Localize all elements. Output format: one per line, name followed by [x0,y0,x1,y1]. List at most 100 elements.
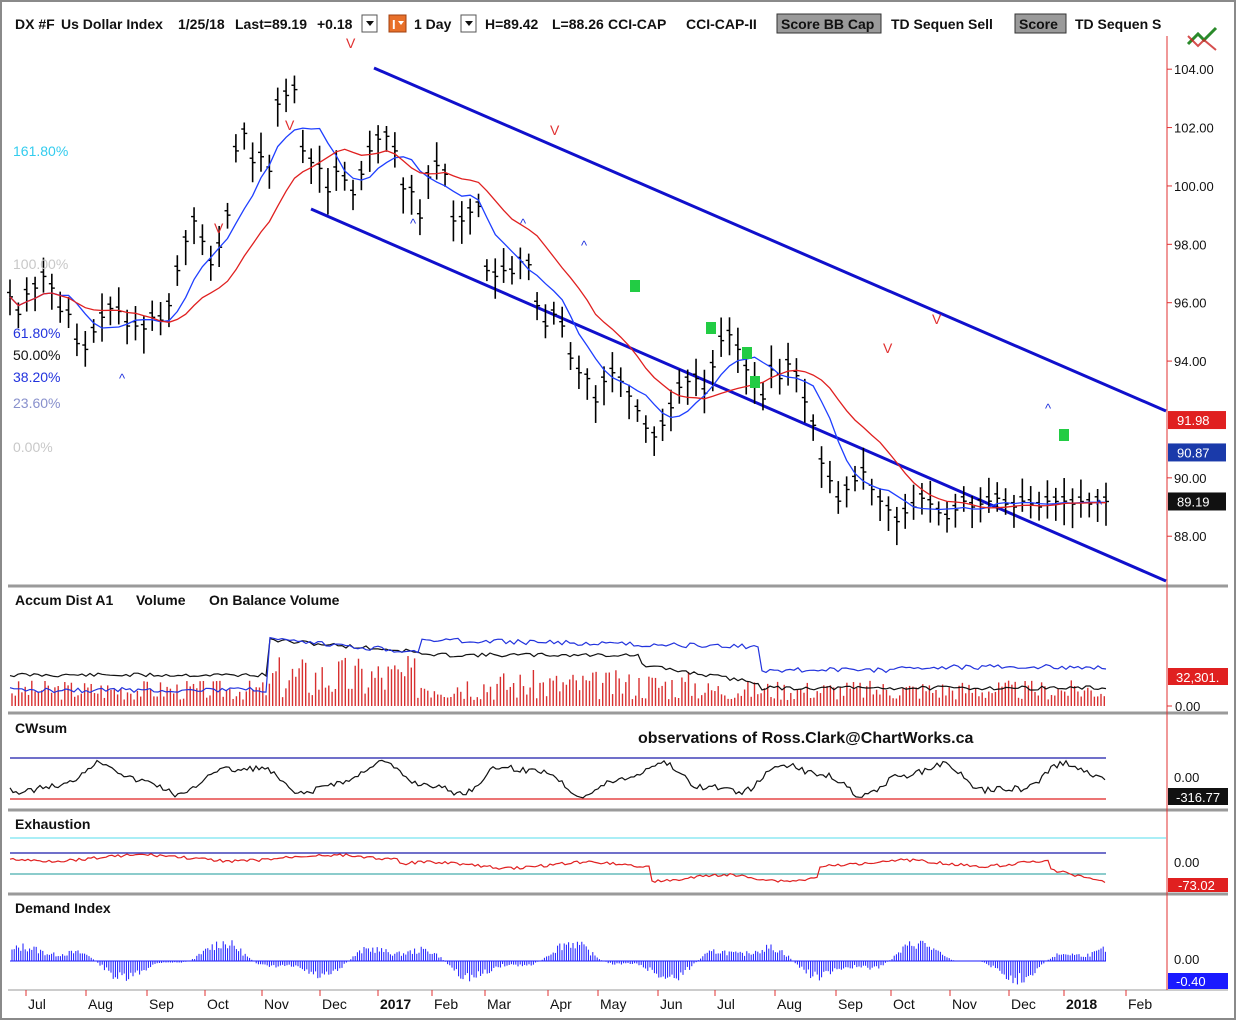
price-tick-label: 96.00 [1174,296,1207,311]
price-bar [283,78,290,113]
price-bar [693,358,700,397]
exhaustion-pane[interactable]: Exhaustion 0.00 -73.02 [9,816,1228,893]
cwsum-zero-label: 0.00 [1174,770,1199,785]
ma-long-line [9,148,1106,509]
price-bar [642,415,649,443]
price-bar [918,483,925,515]
price-bar [450,200,457,242]
channel-upper-line [373,66,1167,413]
price-bar [467,198,474,235]
time-tick-label: Aug [88,996,113,1012]
accum-dist-title: Accum Dist A1 [15,592,114,608]
cwsum-pane[interactable]: CWsum observations of Ross.Clark@ChartWo… [9,720,1228,805]
interval-label[interactable]: 1 Day [414,16,452,32]
cwsum-value-label: -316.77 [1176,790,1220,805]
price-bar [592,385,599,423]
price-bar [626,384,633,420]
fib-label: 61.80% [13,325,60,341]
price-bar [1061,478,1068,526]
price-bar [199,224,206,256]
price-bar [684,369,691,405]
price-bar [651,426,658,456]
price-bar [149,300,156,331]
price-bar [140,316,147,354]
chevron-down-icon[interactable] [361,14,378,33]
chevron-down-icon[interactable] [460,14,477,33]
score-bb-cap-badge[interactable] [776,13,882,34]
price-bar [852,465,859,492]
price-bar [818,446,825,488]
time-tick-label: Dec [322,996,347,1012]
pivot-low-marker: ^ [1045,401,1052,416]
watermark-text: observations of Ross.Clark@ChartWorks.ca [638,730,974,747]
chart-settings-icon[interactable] [1186,26,1218,51]
price-bar [785,342,792,386]
price-pane[interactable]: V V V V V V ^ ^ ^ ^ ^ ^ [7,35,1167,583]
fibonacci-labels: 161.80% 100.00% 61.80% 50.00% 38.20% 23.60% 0.… [13,143,68,455]
price-bar [1002,488,1009,515]
price-bar [542,304,549,339]
price-bar [165,293,172,328]
time-tick-label: Feb [1128,996,1152,1012]
pivot-high-marker: V [214,220,224,236]
price-bar [299,129,306,164]
price-bar [944,501,951,533]
price-bar [534,292,541,321]
pivot-high-marker: V [550,122,560,138]
price-bar [358,160,365,191]
price-bar [1077,479,1084,518]
time-tick-label: Oct [207,996,229,1012]
price-bar [893,506,900,546]
pivot-low-marker: ^ [410,216,417,231]
time-tick-label: Sep [149,996,174,1012]
time-tick-label: May [600,996,626,1012]
obv-title: On Balance Volume [209,592,340,608]
price-bar [935,501,942,526]
fib-label: 161.80% [13,143,68,159]
price-bar [826,460,833,494]
price-bar [191,207,198,245]
price-bar [843,476,850,508]
price-bar [500,248,507,283]
price-bar [40,257,47,293]
exhaustion-value-label: -73.02 [1178,878,1215,893]
price-bar [634,399,641,422]
demand-index-title: Demand Index [15,900,111,916]
price-bar [408,174,415,215]
time-tick-label: Dec [1011,996,1036,1012]
date-label: 1/25/18 [178,16,225,32]
demand-index-pane[interactable]: Demand Index 0.00 -0.40 [10,900,1228,989]
price-bar [659,408,666,442]
price-bar [508,256,515,285]
price-bar [559,306,566,338]
accum-value-label: 32,301. [1176,670,1219,685]
price-bar [885,496,892,531]
price-bar [584,368,591,400]
time-tick-label: Jul [717,996,735,1012]
volume-bars [11,656,1106,706]
instrument-name: Us Dollar Index [61,16,163,32]
price-bar [157,302,164,336]
price-bar [65,296,72,329]
price-tick-label: 88.00 [1174,529,1207,544]
change-value: +0.18 [317,16,353,32]
low-value: L=88.26 [552,16,604,32]
ma-short-line [9,127,1106,511]
score-badge[interactable] [1014,13,1067,34]
interval-type-button[interactable]: I [388,14,407,33]
time-tick-label: Mar [487,996,511,1012]
channel-lower-line [310,207,1167,583]
time-tick-label: Jul [28,996,46,1012]
price-bar [525,253,532,281]
accum-dist-pane[interactable]: Accum Dist A1 Volume On Balance Volume 3… [9,592,1228,714]
fib-label: 0.00% [13,439,53,455]
price-bar [257,132,264,172]
price-bar [366,130,373,172]
pivot-low-marker: ^ [119,371,126,386]
fib-label: 38.20% [13,369,60,385]
study-cci-cap: CCI-CAP [608,16,666,32]
score-bb-cap-label: Score BB Cap [781,16,874,32]
price-bar [483,259,490,282]
price-bar [375,125,382,164]
